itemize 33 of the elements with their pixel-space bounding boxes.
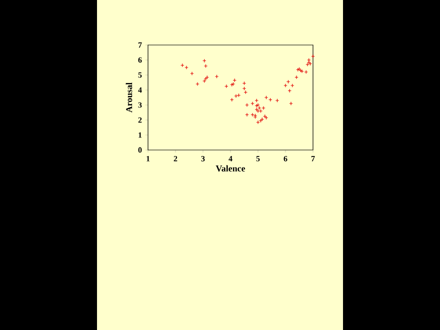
point bbox=[234, 94, 238, 98]
point bbox=[306, 62, 310, 66]
point bbox=[294, 75, 298, 80]
point bbox=[253, 115, 258, 119]
point bbox=[284, 84, 288, 88]
point bbox=[289, 102, 293, 106]
point bbox=[202, 79, 206, 83]
point bbox=[275, 98, 280, 102]
point bbox=[254, 108, 259, 112]
point bbox=[242, 86, 246, 90]
point bbox=[196, 82, 200, 86]
point bbox=[250, 102, 254, 106]
y-axis-title: Arousal bbox=[126, 82, 132, 113]
point bbox=[184, 66, 188, 70]
point bbox=[304, 70, 308, 74]
point bbox=[256, 109, 260, 113]
point bbox=[245, 112, 249, 117]
x-axis-title: Valence bbox=[216, 165, 246, 172]
point bbox=[258, 109, 263, 113]
point bbox=[250, 112, 254, 117]
point bbox=[214, 74, 219, 78]
point bbox=[257, 106, 262, 110]
point bbox=[256, 120, 260, 124]
point bbox=[262, 106, 266, 110]
point bbox=[253, 114, 258, 118]
point bbox=[311, 54, 315, 58]
point bbox=[306, 58, 311, 62]
point bbox=[290, 84, 294, 88]
point bbox=[264, 96, 268, 100]
point bbox=[190, 72, 194, 76]
point bbox=[254, 98, 259, 102]
point bbox=[204, 64, 208, 68]
point bbox=[245, 103, 249, 107]
